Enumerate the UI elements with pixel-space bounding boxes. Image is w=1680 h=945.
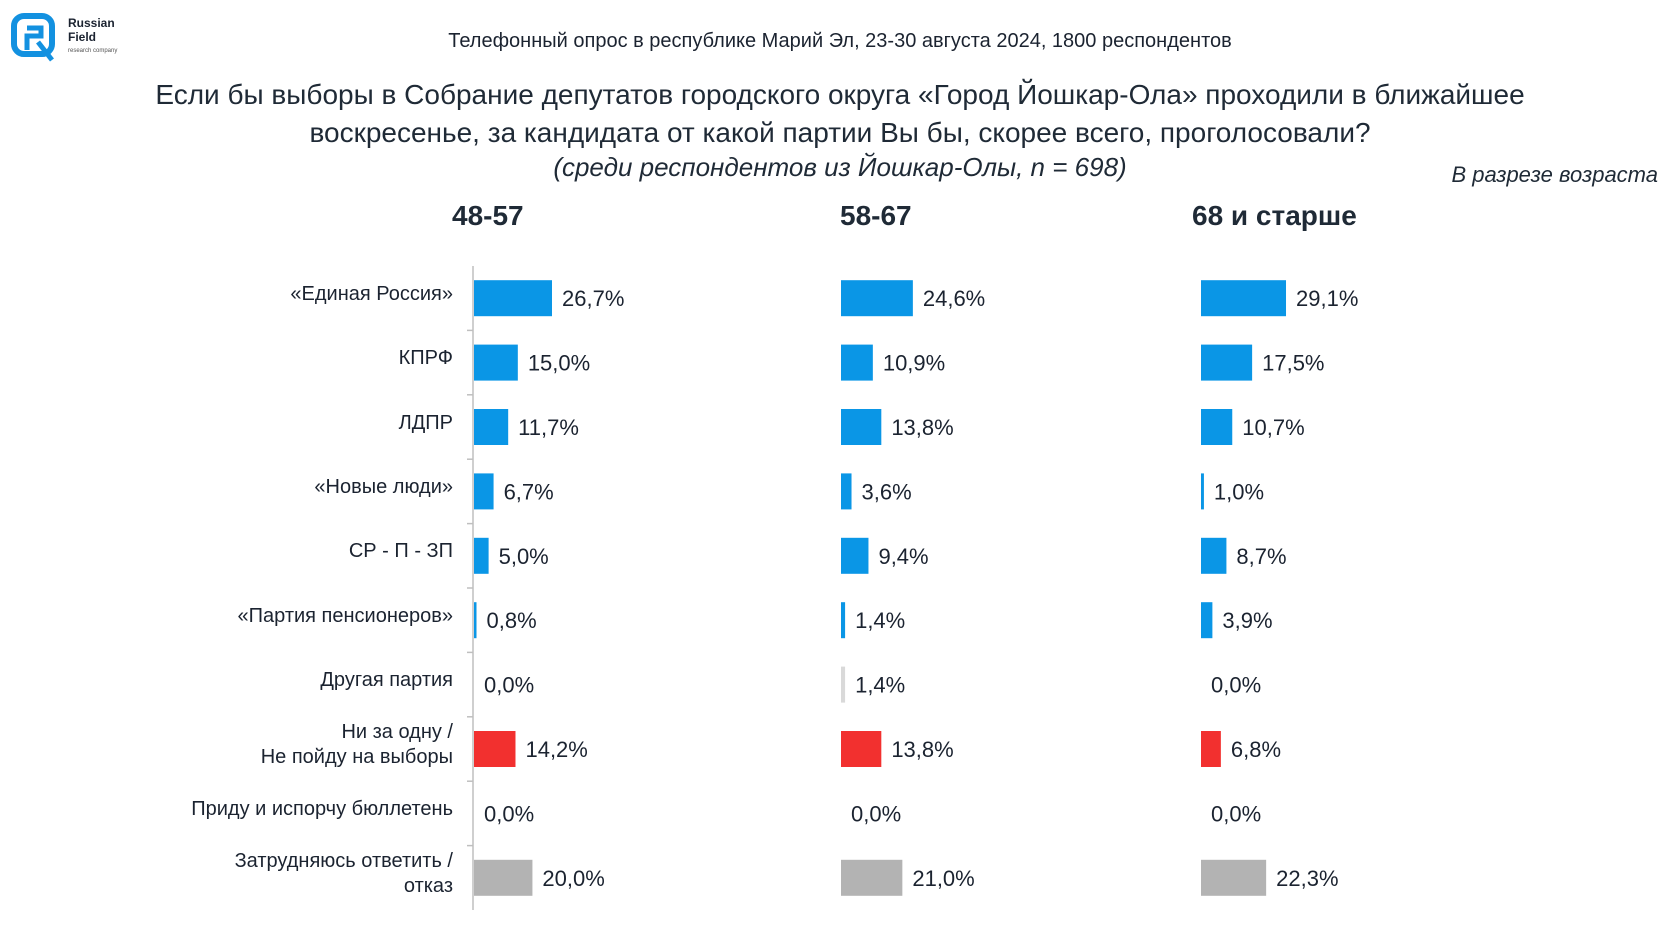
data-label-3-4: 1,0% bbox=[1214, 479, 1264, 504]
bar-3-6 bbox=[1201, 602, 1213, 639]
data-label-2-1: 24,6% bbox=[923, 286, 985, 311]
category-label: «Единая Россия» bbox=[290, 282, 453, 305]
data-label-1-3: 11,7% bbox=[518, 415, 579, 440]
bar-3-8 bbox=[1201, 731, 1221, 767]
logo-name-line2: Field bbox=[68, 30, 97, 44]
bar-1-10 bbox=[474, 859, 533, 896]
bar-3-1 bbox=[1201, 280, 1287, 317]
bar-2-10 bbox=[841, 859, 903, 896]
group-title-48-57: 48-57 bbox=[452, 200, 524, 231]
data-label-2-10: 21,0% bbox=[912, 866, 974, 891]
logo-name-line1: Russian bbox=[68, 16, 115, 30]
data-label-1-10: 20,0% bbox=[542, 866, 604, 891]
data-label-3-5: 8,7% bbox=[1236, 544, 1286, 569]
category-label: Приду и испорчу бюллетень bbox=[191, 797, 453, 820]
logo-mark-icon bbox=[11, 13, 55, 62]
data-label-1-9: 0,0% bbox=[484, 801, 534, 826]
bar-3-10 bbox=[1201, 859, 1267, 896]
group-title-68-plus: 68 и старше bbox=[1192, 200, 1357, 231]
group-title-58-67: 58-67 bbox=[840, 200, 912, 231]
data-label-1-4: 6,7% bbox=[504, 479, 554, 504]
logo-tagline: research company bbox=[68, 48, 118, 54]
survey-subtitle: Телефонный опрос в республике Марий Эл, … bbox=[448, 30, 1232, 52]
breakdown-note: В разрезе возраста bbox=[1451, 162, 1658, 187]
data-label-2-3: 13,8% bbox=[891, 415, 953, 440]
category-label: «Партия пенсионеров» bbox=[237, 604, 453, 627]
bar-3-2 bbox=[1201, 344, 1253, 381]
category-label: КПРФ bbox=[398, 347, 453, 370]
data-label-3-8: 6,8% bbox=[1231, 737, 1281, 762]
data-label-2-9: 0,0% bbox=[851, 801, 901, 826]
bar-1-2 bbox=[474, 344, 518, 381]
data-label-3-9: 0,0% bbox=[1211, 801, 1261, 826]
bar-2-2 bbox=[841, 344, 873, 381]
survey-question: Если бы выборы в Собрание депутатов горо… bbox=[155, 79, 1525, 148]
bar-1-8 bbox=[474, 731, 516, 767]
bar-3-4 bbox=[1201, 473, 1204, 510]
data-label-2-4: 3,6% bbox=[862, 479, 912, 504]
data-label-1-7: 0,0% bbox=[484, 673, 534, 698]
data-label-2-8: 13,8% bbox=[891, 737, 953, 762]
data-label-2-2: 10,9% bbox=[883, 351, 945, 376]
category-label: Другая партия bbox=[320, 669, 453, 692]
bar-1-1 bbox=[474, 280, 552, 317]
data-label-3-10: 22,3% bbox=[1276, 866, 1338, 891]
data-label-1-5: 5,0% bbox=[499, 544, 549, 569]
bar-2-4 bbox=[841, 473, 852, 510]
bar-2-6 bbox=[841, 602, 846, 639]
sample-note: (среди респондентов из Йошкар-Олы, n = 6… bbox=[553, 152, 1127, 182]
data-label-3-2: 17,5% bbox=[1262, 351, 1324, 376]
bar-3-5 bbox=[1201, 537, 1227, 574]
data-label-3-1: 29,1% bbox=[1296, 286, 1358, 311]
category-label: «Новые люди» bbox=[314, 475, 453, 498]
data-label-2-6: 1,4% bbox=[855, 608, 905, 633]
bar-1-6 bbox=[474, 602, 477, 639]
data-label-1-6: 0,8% bbox=[487, 608, 537, 633]
category-label: ЛДПР bbox=[398, 411, 453, 434]
bar-2-7 bbox=[841, 666, 846, 703]
bar-2-8 bbox=[841, 731, 882, 767]
bar-2-3 bbox=[841, 409, 882, 445]
bar-2-5 bbox=[841, 537, 869, 574]
bar-1-3 bbox=[474, 409, 509, 445]
data-label-1-2: 15,0% bbox=[528, 351, 590, 376]
bar-3-3 bbox=[1201, 409, 1233, 445]
bar-1-4 bbox=[474, 473, 494, 510]
category-label: Ни за одну / Не пойду на выборы bbox=[260, 721, 453, 768]
russian-field-logo: Russian Field research company bbox=[10, 12, 140, 64]
data-label-3-3: 10,7% bbox=[1242, 415, 1304, 440]
data-label-2-5: 9,4% bbox=[878, 544, 928, 569]
data-label-1-1: 26,7% bbox=[562, 286, 624, 311]
bar-1-5 bbox=[474, 537, 489, 574]
bar-2-1 bbox=[841, 280, 913, 317]
data-label-3-6: 3,9% bbox=[1222, 608, 1272, 633]
data-label-3-7: 0,0% bbox=[1211, 673, 1261, 698]
category-label: СР - П - ЗП bbox=[348, 540, 453, 563]
data-label-2-7: 1,4% bbox=[855, 673, 905, 698]
category-label: Затрудняюсь ответить / отказ bbox=[234, 849, 453, 897]
data-label-1-8: 14,2% bbox=[525, 737, 587, 762]
